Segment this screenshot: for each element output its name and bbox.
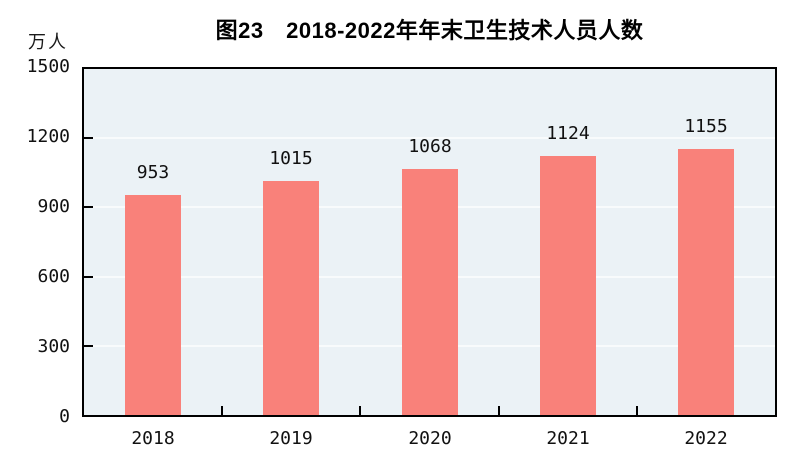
x-axis-tick — [635, 406, 638, 415]
bar-value-label: 1155 — [684, 116, 728, 137]
chart-title: 图23 2018-2022年年末卫生技术人员人数 — [215, 18, 644, 43]
y-axis-tick-label: 300 — [37, 336, 70, 357]
bar-value-label: 1124 — [546, 123, 590, 144]
x-axis-category-label: 2019 — [269, 428, 313, 449]
x-axis-tick — [221, 406, 224, 415]
bar-value-label: 953 — [136, 162, 170, 183]
bar-2018 — [125, 195, 181, 415]
bar-2021 — [540, 156, 596, 415]
y-axis-tick-label: 0 — [59, 406, 70, 427]
y-axis-tick — [84, 275, 93, 278]
y-axis-tick-label: 600 — [37, 266, 70, 287]
y-axis-tick — [84, 137, 93, 140]
plot-area: 953 1015 1068 1124 1155 — [82, 67, 777, 417]
x-axis-category-label: 2020 — [408, 428, 452, 449]
bar-value-label: 1015 — [269, 148, 313, 169]
bar-value-label: 1068 — [408, 136, 452, 157]
x-axis-category-label: 2022 — [684, 428, 728, 449]
y-axis-unit-label: 万人 — [28, 32, 68, 52]
x-axis-tick — [497, 406, 500, 415]
y-axis-tick-label: 1200 — [26, 126, 70, 147]
y-axis-tick-label: 1500 — [26, 56, 70, 77]
x-axis-category-label: 2018 — [131, 428, 175, 449]
bar-2020 — [402, 169, 458, 415]
y-axis-tick-labels: 0 300 600 900 1200 1500 — [0, 58, 70, 426]
bar-2019 — [263, 181, 319, 415]
bar-2022 — [678, 149, 734, 415]
y-axis-tick — [84, 206, 93, 209]
x-axis-tick — [359, 406, 362, 415]
x-axis-category-label: 2021 — [546, 428, 590, 449]
gridline — [84, 137, 775, 140]
y-axis-tick-label: 900 — [37, 196, 70, 217]
y-axis-tick — [84, 344, 93, 347]
